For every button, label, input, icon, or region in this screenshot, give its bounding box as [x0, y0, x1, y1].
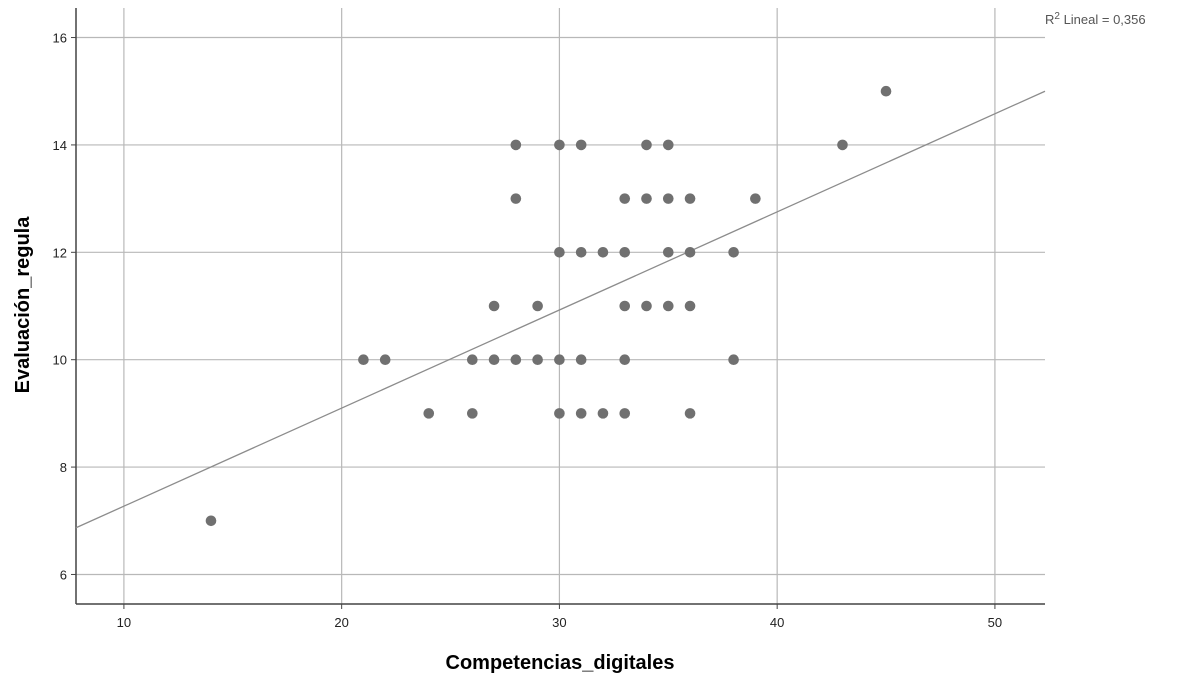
x-tick-label: 10	[117, 615, 131, 630]
data-point	[641, 139, 652, 151]
data-point	[684, 408, 696, 419]
x-tick-label: 40	[770, 615, 784, 630]
data-point	[423, 408, 435, 419]
r2-superscript: 2	[1054, 11, 1060, 22]
data-point	[597, 408, 609, 419]
data-point	[641, 193, 652, 204]
data-point	[554, 139, 565, 151]
y-tick-label: 8	[60, 460, 67, 475]
data-point	[619, 354, 631, 365]
y-tick-label: 14	[53, 138, 67, 153]
regression-line	[75, 90, 1046, 529]
data-point	[510, 354, 522, 365]
data-point	[575, 354, 587, 365]
data-point	[575, 408, 587, 419]
data-point	[488, 300, 500, 312]
data-point	[510, 193, 522, 204]
data-point	[532, 354, 543, 365]
data-point	[662, 300, 674, 312]
data-point	[488, 354, 500, 365]
data-point	[205, 515, 217, 527]
data-point	[575, 139, 587, 151]
data-point	[684, 247, 696, 258]
data-point	[662, 247, 674, 258]
axes	[71, 8, 1045, 609]
x-tick-label: 50	[988, 615, 1002, 630]
gridlines	[76, 8, 1045, 604]
data-point	[728, 247, 739, 258]
y-tick-label: 12	[53, 245, 67, 260]
data-point	[379, 354, 391, 365]
data-point	[880, 85, 892, 97]
data-point	[575, 247, 587, 258]
data-point	[728, 354, 739, 365]
data-point	[554, 247, 565, 258]
data-point	[510, 139, 522, 151]
x-tick-label: 30	[552, 615, 566, 630]
data-point	[684, 300, 696, 312]
r2-value: Lineal = 0,356	[1060, 12, 1146, 27]
data-point	[750, 193, 761, 204]
y-tick-label: 6	[60, 567, 67, 582]
data-points	[205, 85, 892, 527]
data-point	[619, 408, 631, 419]
data-point	[532, 300, 543, 312]
x-tick-label: 20	[334, 615, 348, 630]
data-point	[554, 408, 565, 419]
data-point	[837, 139, 848, 151]
tick-labels: 10 20 30 40 50 6 8 10 12 14 16	[53, 31, 1003, 630]
fit-line-layer	[75, 90, 1046, 529]
data-point	[619, 193, 631, 204]
data-point	[662, 139, 674, 151]
x-axis-title: Competencias_digitales	[446, 652, 675, 674]
data-point	[554, 354, 565, 365]
data-point	[597, 247, 609, 258]
data-point	[641, 300, 652, 312]
y-axis-title: Evaluación_regula	[12, 216, 34, 394]
r2-annotation: R2 Lineal = 0,356	[1045, 11, 1146, 27]
y-tick-label: 10	[53, 353, 67, 368]
data-point	[358, 354, 369, 365]
data-point	[467, 354, 478, 365]
r2-symbol: R	[1045, 12, 1054, 27]
data-point	[619, 300, 631, 312]
data-point	[662, 193, 674, 204]
data-point	[684, 193, 696, 204]
data-point	[467, 408, 478, 419]
data-point	[619, 247, 631, 258]
y-tick-label: 16	[53, 31, 67, 46]
